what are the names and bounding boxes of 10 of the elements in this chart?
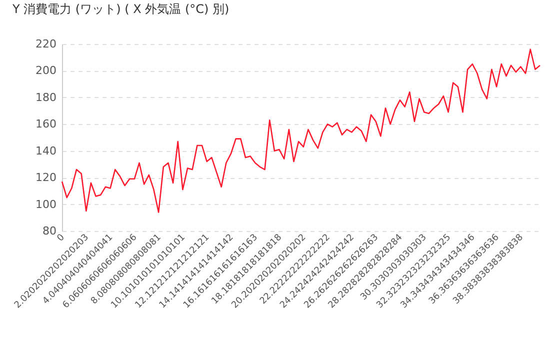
y-tick-label: 100 xyxy=(36,198,56,211)
chart-title: Y 消費電力 (ワット) ( X 外気温 (°C) 別) xyxy=(11,2,230,16)
y-tick-label: 80 xyxy=(42,224,56,238)
line-series xyxy=(61,48,541,213)
y-tick-label: 140 xyxy=(36,144,56,158)
y-tick-label: 160 xyxy=(36,118,56,131)
y-tick-label: 200 xyxy=(36,64,56,78)
y-tick-label: 120 xyxy=(36,171,56,184)
y-tick-label: 220 xyxy=(36,38,56,50)
y-tick-label: 180 xyxy=(36,90,56,104)
